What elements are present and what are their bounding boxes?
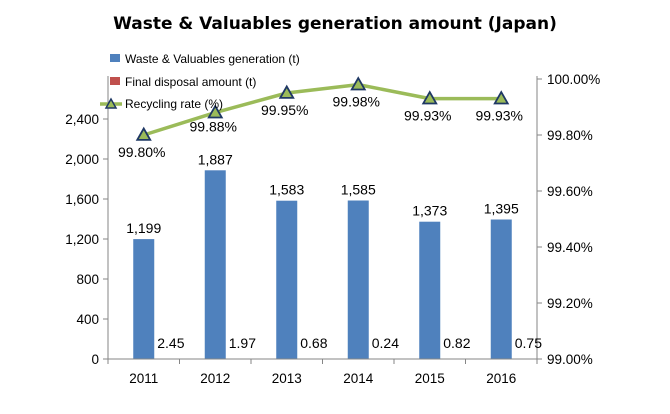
right-tick-label: 99.40% (547, 240, 593, 255)
final-label-2015: 0.82 (443, 335, 470, 351)
right-tick-label: 99.00% (547, 352, 593, 367)
final-label-2013: 0.68 (300, 335, 327, 351)
rate-label-2012: 99.88% (190, 119, 237, 135)
final-label-2016: 0.75 (515, 335, 542, 351)
legend-swatch-rate-marker (104, 97, 118, 109)
legend-swatch-final (110, 77, 120, 85)
recycling-rate-line (143, 82, 502, 137)
rate-marker-2015 (421, 90, 438, 105)
rate-label-2015: 99.93% (404, 108, 451, 124)
right-tick-label: 99.60% (547, 184, 593, 199)
x-tick-label-2016: 2016 (486, 371, 516, 386)
rate-marker-2012 (207, 104, 224, 119)
waste-label-2015: 1,373 (412, 203, 447, 219)
waste-label-2011: 1,199 (126, 220, 161, 236)
waste-label-2014: 1,585 (341, 182, 376, 198)
left-tick-label: 2,400 (65, 112, 99, 127)
bar-waste-2015 (419, 221, 441, 359)
left-tick-label: 0 (91, 352, 99, 367)
rate-label-2014: 99.98% (333, 94, 380, 110)
bar-waste-2012 (204, 170, 226, 359)
rate-label-2013: 99.95% (261, 102, 308, 118)
legend-swatch-waste (110, 54, 120, 62)
final-label-2011: 2.45 (157, 335, 184, 351)
left-tick-label: 1,600 (65, 192, 99, 207)
x-tick-label-2011: 2011 (129, 371, 158, 386)
left-tick-label: 800 (76, 272, 99, 287)
x-tick-label-2013: 2013 (272, 371, 302, 386)
bar-waste-2013 (276, 200, 298, 359)
rate-label-2011: 99.80% (118, 144, 165, 160)
legend-label-final: Final disposal amount (t) (125, 75, 256, 89)
final-label-2014: 0.24 (372, 335, 399, 351)
rate-marker-2016 (493, 90, 510, 105)
right-tick-label: 100.00% (547, 72, 600, 87)
rate-marker-2011 (135, 126, 152, 141)
x-tick-label-2015: 2015 (415, 371, 445, 386)
waste-label-2016: 1,395 (484, 201, 519, 217)
final-label-2012: 1.97 (229, 335, 256, 351)
rate-marker-2014 (350, 76, 367, 91)
right-tick-label: 99.80% (547, 128, 593, 143)
bar-waste-2014 (347, 200, 369, 359)
bar-waste-2011 (133, 239, 155, 359)
legend-label-waste: Waste & Valuables generation (t) (125, 52, 300, 66)
bar-waste-2016 (490, 219, 512, 359)
waste-label-2012: 1,887 (198, 151, 233, 167)
legend-label-rate: Recycling rate (%) (125, 97, 223, 111)
rate-marker-2013 (278, 84, 295, 99)
rate-label-2016: 99.93% (476, 108, 523, 124)
left-tick-label: 400 (76, 312, 99, 327)
x-tick-label-2014: 2014 (343, 371, 374, 386)
left-tick-label: 1,200 (65, 232, 99, 247)
left-tick-label: 2,000 (65, 152, 99, 167)
right-tick-label: 99.20% (547, 296, 593, 311)
chart-title: Waste & Valuables generation amount (Jap… (113, 14, 557, 34)
waste-label-2013: 1,583 (269, 182, 304, 198)
x-tick-label-2012: 2012 (200, 371, 230, 386)
